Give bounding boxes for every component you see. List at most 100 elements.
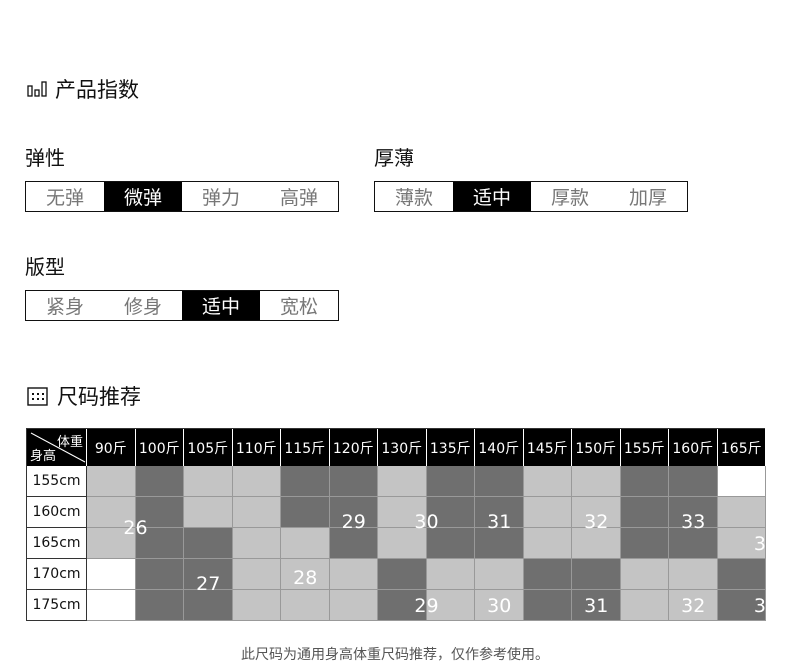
size-cell	[669, 528, 718, 559]
size-cell	[378, 528, 427, 559]
size-label: 34	[753, 532, 779, 555]
size-cell	[572, 590, 621, 621]
size-cell	[572, 497, 621, 528]
size-cell	[669, 559, 718, 590]
weight-header: 90斤	[87, 429, 136, 466]
size-cell	[135, 497, 184, 528]
size-cell	[475, 590, 524, 621]
size-cell	[281, 528, 330, 559]
thickness-option: 厚款	[550, 187, 589, 209]
bar-chart-icon	[27, 81, 47, 97]
size-cell	[87, 497, 136, 528]
height-header: 165cm	[27, 528, 87, 559]
size-cell	[87, 528, 136, 559]
thickness-scale: 薄款 适中 厚款 加厚	[374, 181, 688, 212]
size-cell	[87, 590, 136, 621]
size-cell	[378, 466, 427, 497]
thickness-label: 厚薄	[374, 146, 414, 170]
fit-option: 紧身	[45, 296, 84, 318]
size-cell	[184, 528, 233, 559]
size-cell	[135, 559, 184, 590]
size-table: 体重 身高 90斤 100斤 105斤 110斤 115斤 120斤 130斤 135斤 140…	[26, 428, 778, 621]
size-cell	[523, 528, 572, 559]
size-cell	[669, 497, 718, 528]
size-cell	[135, 528, 184, 559]
size-cell	[329, 528, 378, 559]
size-cell	[717, 497, 766, 528]
size-cell	[135, 590, 184, 621]
weight-header: 105斤	[184, 429, 233, 466]
weight-header: 100斤	[135, 429, 184, 466]
corner-header: 体重 身高	[27, 429, 87, 466]
size-cell	[669, 466, 718, 497]
elasticity-scale: 无弹 微弹 弹力 高弹	[25, 181, 339, 212]
weight-header: 165斤	[717, 429, 766, 466]
size-cell	[620, 466, 669, 497]
elasticity-option: 无弹	[45, 187, 84, 209]
calendar-icon	[27, 387, 48, 406]
size-label: 26	[123, 517, 148, 539]
weight-header: 115斤	[281, 429, 330, 466]
size-cell	[475, 466, 524, 497]
size-cell	[232, 497, 281, 528]
height-header: 170cm	[27, 559, 87, 590]
size-cell	[669, 590, 718, 621]
size-label: 27	[196, 572, 221, 595]
weight-header: 155斤	[620, 429, 669, 466]
fit-scale: 紧身 修身 适中 宽松	[25, 290, 339, 321]
thickness-option: 适中	[453, 182, 531, 211]
weight-header: 120斤	[329, 429, 378, 466]
height-header: 160cm	[27, 497, 87, 528]
size-cell	[426, 528, 475, 559]
size-label: 29	[414, 594, 439, 617]
size-label: 30	[487, 594, 512, 617]
thickness-option: 薄款	[394, 187, 433, 209]
size-cell	[281, 466, 330, 497]
fit-option: 适中	[182, 291, 260, 320]
size-cell	[232, 590, 281, 621]
size-cell	[426, 590, 475, 621]
size-label: 30	[414, 510, 439, 533]
size-note: 此尺码为通用身高体重尺码推荐，仅作参考使用。	[241, 647, 549, 663]
size-cell	[475, 528, 524, 559]
size-cell	[232, 559, 281, 590]
elasticity-label: 弹性	[25, 146, 65, 170]
weight-header: 150斤	[572, 429, 621, 466]
size-cell	[572, 528, 621, 559]
product-index-title: 产品指数	[27, 74, 139, 104]
size-cell	[717, 559, 766, 590]
size-cell	[620, 528, 669, 559]
size-label: 31	[487, 510, 512, 533]
elasticity-option: 微弹	[104, 182, 182, 211]
size-cell	[523, 590, 572, 621]
size-cell	[135, 466, 184, 497]
size-rec-title: 尺码推荐	[27, 381, 141, 411]
size-cell	[378, 497, 427, 528]
size-cell	[475, 559, 524, 590]
size-cell	[232, 528, 281, 559]
size-cell	[281, 559, 330, 590]
size-cell	[717, 528, 766, 559]
size-cell	[475, 497, 524, 528]
size-label: 33	[753, 594, 779, 617]
weight-header: 145斤	[523, 429, 572, 466]
size-cell	[523, 559, 572, 590]
size-cell	[620, 559, 669, 590]
size-cell	[426, 559, 475, 590]
weight-header: 110斤	[232, 429, 281, 466]
size-label: 32	[681, 594, 706, 617]
size-cell	[572, 559, 621, 590]
size-cell	[184, 559, 233, 590]
elasticity-option: 弹力	[201, 187, 240, 209]
size-cell	[232, 466, 281, 497]
weight-axis-label: 体重	[56, 435, 83, 450]
size-cell	[572, 466, 621, 497]
size-cell	[620, 590, 669, 621]
size-cell	[87, 466, 136, 497]
size-cell	[184, 497, 233, 528]
size-cell	[329, 497, 378, 528]
size-cell	[426, 497, 475, 528]
weight-header: 140斤	[475, 429, 524, 466]
size-cell	[717, 590, 766, 621]
size-cell	[184, 466, 233, 497]
